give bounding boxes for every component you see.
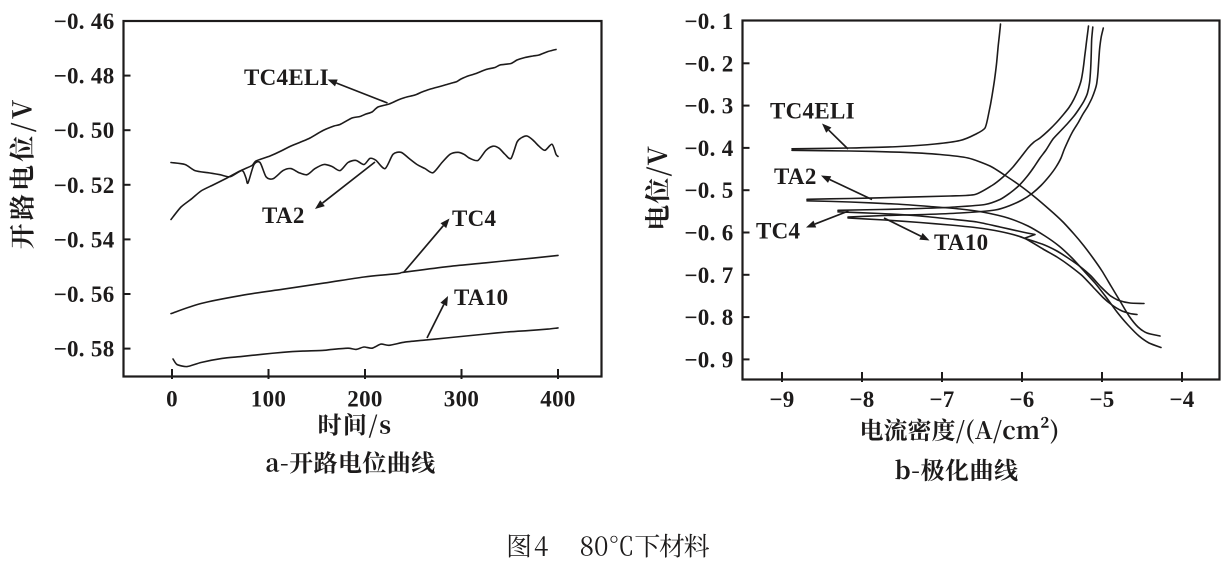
- svg-text:−0. 50: −0. 50: [54, 118, 115, 143]
- svg-text:−6: −6: [1009, 387, 1034, 412]
- svg-text:−0. 58: −0. 58: [54, 337, 115, 362]
- svg-text:−0. 52: −0. 52: [54, 173, 115, 198]
- svg-text:−8: −8: [849, 387, 874, 412]
- svg-text:−0. 56: −0. 56: [54, 282, 115, 307]
- svg-text:−0. 46: −0. 46: [54, 9, 115, 34]
- svg-text:−0. 54: −0. 54: [54, 227, 115, 252]
- svg-text:−0. 7: −0. 7: [684, 263, 733, 288]
- svg-text:−5: −5: [1089, 387, 1114, 412]
- svg-text:−9: −9: [769, 387, 794, 412]
- svg-text:100: 100: [251, 387, 286, 412]
- svg-text:−0. 2: −0. 2: [684, 51, 733, 76]
- svg-text:−0. 3: −0. 3: [684, 94, 733, 119]
- svg-text:−0. 8: −0. 8: [684, 305, 733, 330]
- svg-text:−0. 48: −0. 48: [54, 64, 115, 89]
- svg-text:−0. 5: −0. 5: [684, 178, 733, 203]
- svg-text:TA10: TA10: [454, 285, 508, 310]
- svg-text:TA2: TA2: [262, 203, 305, 228]
- svg-text:TA10: TA10: [934, 230, 988, 255]
- svg-text:TC4: TC4: [452, 206, 497, 231]
- svg-text:TC4: TC4: [756, 219, 801, 244]
- svg-text:−4: −4: [1169, 387, 1194, 412]
- svg-text:−0. 9: −0. 9: [684, 347, 733, 372]
- svg-text:−0. 4: −0. 4: [684, 136, 733, 161]
- svg-text:400: 400: [540, 387, 575, 412]
- svg-text:TA2: TA2: [774, 164, 817, 189]
- svg-text:TC4ELI: TC4ELI: [770, 99, 855, 124]
- svg-text:−0. 1: −0. 1: [684, 9, 733, 34]
- svg-text:200: 200: [347, 387, 382, 412]
- svg-text:TC4ELI: TC4ELI: [244, 65, 329, 90]
- svg-text:0: 0: [166, 387, 178, 412]
- svg-text:300: 300: [444, 387, 479, 412]
- svg-text:−7: −7: [929, 387, 954, 412]
- svg-text:−0. 6: −0. 6: [684, 221, 733, 246]
